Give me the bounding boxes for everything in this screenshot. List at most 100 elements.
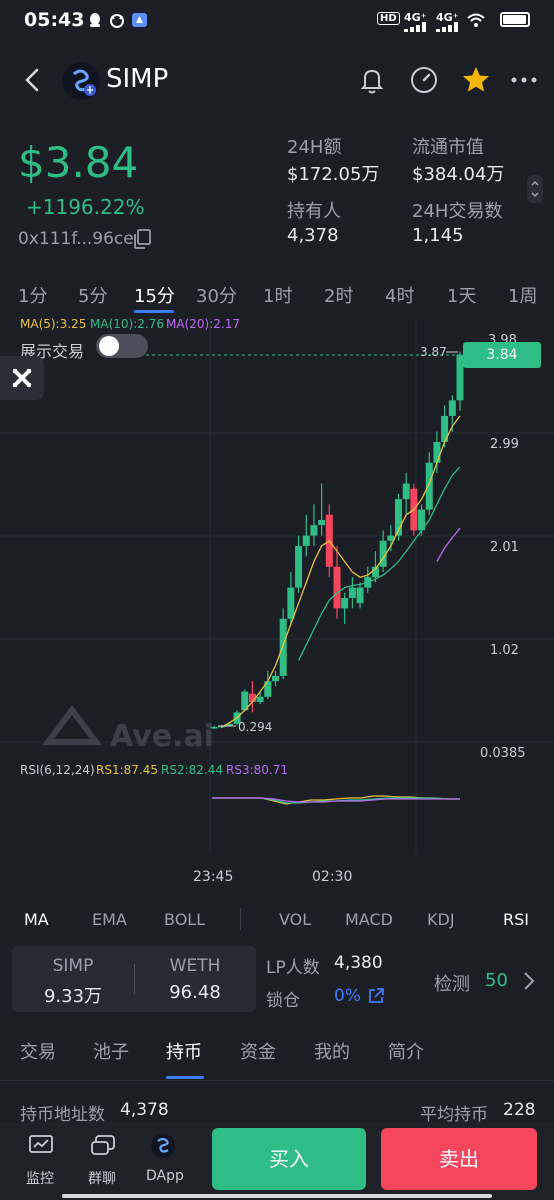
pool-token-b-value: 96.48 xyxy=(169,982,221,1003)
rs2-legend: RS2:82.44 xyxy=(161,763,223,777)
candle-body xyxy=(310,525,318,536)
star-icon[interactable] xyxy=(460,64,492,96)
token-logo xyxy=(62,62,100,100)
stat-24h-tx-label: 24H交易数 xyxy=(412,201,503,222)
interval-active-indicator xyxy=(134,310,174,313)
current-price-tag: 3.84 xyxy=(463,342,541,368)
interval-5m[interactable]: 5分 xyxy=(78,286,108,307)
tab-trades[interactable]: 交易 xyxy=(20,1042,56,1063)
y-axis-label-3: 2.01 xyxy=(490,540,519,555)
avg-holding-value: 228 xyxy=(503,1100,536,1120)
holder-address-count-value: 4,378 xyxy=(120,1100,169,1120)
candle-body xyxy=(433,441,441,463)
candle-body xyxy=(241,691,249,711)
chevron-right-icon[interactable] xyxy=(522,970,536,992)
nav-chat[interactable]: 群聊 xyxy=(88,1171,116,1187)
network-1: 4G⁺ xyxy=(404,11,427,24)
nav-dapp[interactable]: DApp xyxy=(146,1168,184,1184)
cat-icon xyxy=(110,14,124,28)
stat-24h-volume-value: $172.05万 xyxy=(287,164,380,185)
y-axis-label-4: 1.02 xyxy=(490,643,519,658)
watermark: Ave.ai xyxy=(42,705,214,754)
candle-body xyxy=(371,566,379,578)
rsi-line-3 xyxy=(212,797,460,803)
indicator-ma[interactable]: MA xyxy=(24,910,49,929)
lock-value[interactable]: 0% xyxy=(334,986,361,1006)
indicator-kdj[interactable]: KDJ xyxy=(427,910,455,929)
status-bar: 05:43 HD 4G⁺ 4G⁺ xyxy=(0,0,554,40)
chat-icon[interactable] xyxy=(90,1134,116,1158)
check-label[interactable]: 检测 xyxy=(434,974,470,995)
back-icon[interactable] xyxy=(20,66,46,94)
expand-icon xyxy=(12,368,32,388)
indicator-rsi[interactable]: RSI xyxy=(503,910,529,929)
watermark-text: Ave.ai xyxy=(110,719,214,754)
candle-body xyxy=(341,597,349,609)
candle-body xyxy=(295,545,303,588)
tab-intro[interactable]: 简介 xyxy=(388,1042,424,1063)
candle-body xyxy=(287,587,295,619)
tab-holders[interactable]: 持币 xyxy=(166,1042,202,1063)
interval-1h[interactable]: 1时 xyxy=(263,286,293,307)
dapp-icon[interactable] xyxy=(150,1132,176,1160)
ma20-legend: MA(20):2.17 xyxy=(166,317,240,331)
stat-holders-value: 4,378 xyxy=(287,225,339,246)
interval-30m[interactable]: 30分 xyxy=(196,286,237,307)
interval-1w[interactable]: 1周 xyxy=(508,286,538,307)
interval-2h[interactable]: 2时 xyxy=(324,286,354,307)
indicator-boll[interactable]: BOLL xyxy=(164,910,206,929)
interval-4h[interactable]: 4时 xyxy=(385,286,415,307)
stat-24h-volume-label: 24H额 xyxy=(287,137,342,158)
indicator-ema[interactable]: EMA xyxy=(92,910,127,929)
indicator-vol[interactable]: VOL xyxy=(279,910,312,929)
candle-body xyxy=(395,499,402,536)
monitor-icon[interactable] xyxy=(28,1134,54,1158)
candle-body xyxy=(333,566,341,609)
tab-funds[interactable]: 资金 xyxy=(240,1042,276,1063)
candle-body xyxy=(279,618,287,676)
candle-body xyxy=(441,415,449,442)
indicator-macd[interactable]: MACD xyxy=(345,910,393,929)
more-icon[interactable] xyxy=(508,64,540,96)
subtab-divider xyxy=(0,1080,554,1081)
qq-icon xyxy=(90,13,100,27)
tab-pools[interactable]: 池子 xyxy=(93,1042,129,1063)
tab-mine[interactable]: 我的 xyxy=(314,1042,350,1063)
candle-body xyxy=(348,587,356,598)
show-trades-toggle[interactable] xyxy=(96,334,148,358)
token-title: SIMP xyxy=(106,64,169,94)
check-score[interactable]: 50 xyxy=(485,970,508,991)
rsi-legend: RSI(6,12,24) xyxy=(20,763,95,777)
candle-body xyxy=(225,723,233,726)
sell-button[interactable]: 卖出 xyxy=(381,1128,537,1190)
fullscreen-side-tab[interactable] xyxy=(0,356,44,400)
rs3-legend: RS3:80.71 xyxy=(226,763,288,777)
contract-address: 0x111f...96ce xyxy=(18,229,134,249)
bell-icon[interactable] xyxy=(356,64,388,96)
collapse-handle-icon[interactable] xyxy=(526,174,544,204)
price-change: +1196.22% xyxy=(26,195,145,219)
ma5-legend: MA(5):3.25 xyxy=(20,317,87,331)
lp-count-value: 4,380 xyxy=(334,953,383,973)
buy-button[interactable]: 买入 xyxy=(212,1128,366,1190)
nav-monitor[interactable]: 监控 xyxy=(26,1171,54,1187)
indicator-separator xyxy=(240,908,241,930)
interval-1m[interactable]: 1分 xyxy=(18,286,48,307)
candle-body xyxy=(318,519,326,526)
lp-count-label: LP人数 xyxy=(266,958,320,978)
external-link-icon[interactable] xyxy=(367,987,385,1005)
gauge-icon[interactable] xyxy=(408,64,440,96)
candle-body xyxy=(248,693,256,702)
ma20-line xyxy=(436,527,461,562)
interval-1d[interactable]: 1天 xyxy=(447,286,477,307)
candle-body xyxy=(456,354,464,401)
wifi-icon xyxy=(467,13,485,27)
candle-body xyxy=(448,400,456,416)
stat-market-cap-value: $384.04万 xyxy=(412,164,505,185)
candle-body xyxy=(379,540,387,567)
battery-icon xyxy=(500,12,530,27)
price-chart[interactable]: Ave.ai 3.87 0.294 xyxy=(0,318,554,858)
interval-15m[interactable]: 15分 xyxy=(134,286,175,307)
y-axis-label-5: 0.0385 xyxy=(480,746,526,761)
copy-icon[interactable] xyxy=(132,228,152,250)
